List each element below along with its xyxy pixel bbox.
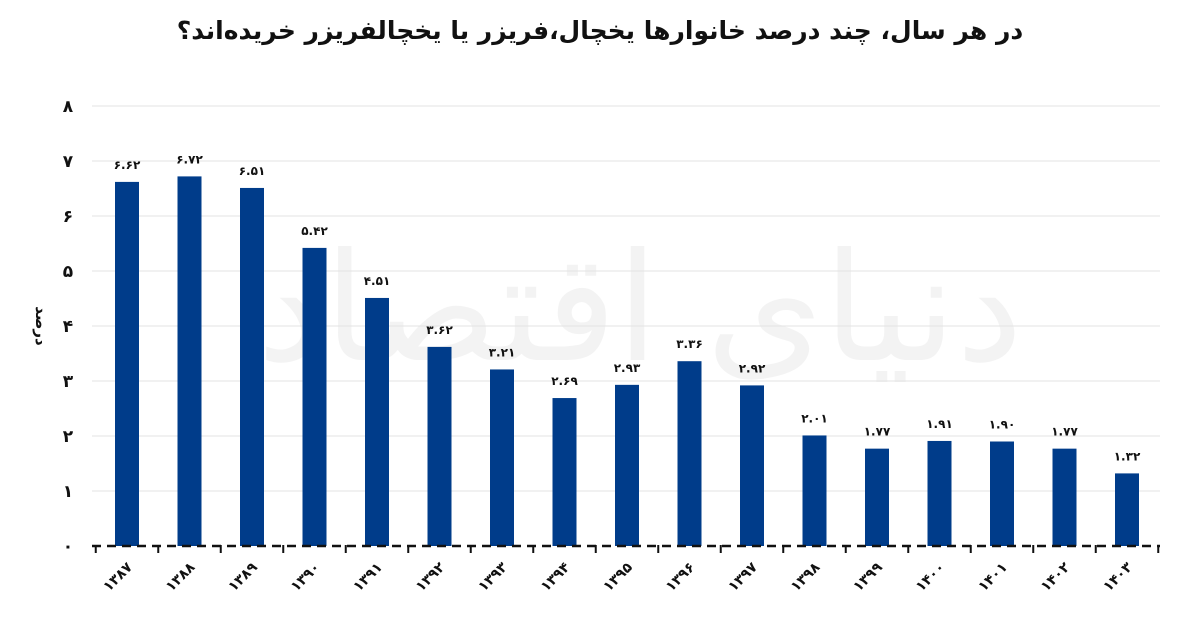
y-tick-label: ۱: [63, 482, 73, 502]
y-tick-label: ۴: [63, 317, 73, 337]
data-label: ۱.۷۷: [1051, 425, 1078, 439]
data-label: ۲.۹۲: [739, 361, 766, 375]
x-tick-label: ۱۳۹۹: [850, 559, 886, 595]
data-label: ۱.۳۲: [1114, 449, 1141, 463]
bar: [677, 361, 702, 546]
x-tick-label: ۱۴۰۳: [1100, 559, 1136, 595]
y-tick-label: ۶: [63, 207, 73, 227]
data-label: ۶.۵۱: [239, 164, 266, 178]
data-label: ۱.۹۱: [926, 417, 953, 431]
bar: [990, 441, 1014, 546]
bar: [427, 346, 452, 546]
bar: [490, 369, 514, 546]
x-tick-label: ۱۳۸۸: [163, 559, 199, 595]
data-label: ۳.۶۲: [426, 323, 453, 337]
bars: [115, 176, 1139, 546]
x-tick-label: ۱۳۹۴: [538, 559, 574, 595]
x-tick-label: ۱۳۹۱: [350, 560, 385, 595]
y-axis-ticks: ۰ ۱ ۲ ۳ ۴ ۵ ۶ ۷ ۸: [63, 97, 74, 557]
y-tick-label: ۲: [63, 427, 74, 447]
bar: [240, 187, 264, 546]
data-label: ۵.۴۲: [301, 224, 328, 238]
data-labels: ۶.۶۲ ۶.۷۲ ۶.۵۱ ۵.۴۲ ۴.۵۱ ۳.۶۲ ۳.۲۱ ۲.۶۹ ۲.۹۳ ۳.۳۶…: [114, 152, 1141, 463]
bar: [177, 176, 202, 546]
data-label: ۱.۹۰: [989, 418, 1016, 432]
x-tick-label: ۱۴۰۱: [975, 560, 1010, 595]
y-tick-label: ۳: [63, 372, 74, 392]
y-tick-label: ۷: [63, 152, 74, 172]
x-tick-label: ۱۴۰۰: [913, 560, 948, 595]
bar: [115, 181, 139, 546]
bar: [1052, 448, 1077, 546]
x-tick-label: ۱۳۹۰: [288, 560, 323, 595]
bar: [615, 384, 639, 546]
data-label: ۲.۶۹: [551, 374, 578, 388]
x-tick-label: ۱۳۹۳: [475, 559, 511, 595]
x-axis: [92, 544, 1160, 553]
data-label: ۲.۹۳: [614, 361, 641, 375]
bar: [1115, 473, 1139, 546]
data-label: ۶.۷۲: [176, 152, 203, 166]
chart-title: در هر سال، چند درصد خانوارها یخچال،فریزر…: [176, 16, 1024, 45]
y-axis-label: درصد: [32, 306, 50, 346]
data-label: ۳.۳۶: [676, 337, 703, 351]
gridlines: [92, 105, 1160, 492]
x-tick-label: ۱۳۹۲: [413, 559, 449, 595]
x-tick-label: ۱۳۸۷: [100, 559, 136, 595]
x-tick-label: ۱۳۹۷: [725, 559, 761, 595]
bar: [927, 440, 952, 546]
data-label: ۲.۰۱: [801, 411, 828, 425]
x-tick-label: ۱۳۸۹: [225, 559, 261, 595]
bar: [865, 448, 889, 546]
x-tick-label: ۱۳۹۶: [663, 560, 698, 595]
y-tick-label: ۵: [63, 262, 73, 282]
bar: [740, 385, 764, 546]
bar: [802, 435, 827, 546]
bar: [552, 398, 577, 546]
y-tick-label: ۰: [63, 537, 73, 557]
data-label: ۴.۵۱: [364, 274, 391, 288]
x-tick-label: ۱۳۹۵: [600, 559, 636, 595]
x-tick-label: ۱۴۰۲: [1038, 559, 1074, 595]
data-label: ۶.۶۲: [114, 158, 141, 172]
bar: [302, 247, 327, 546]
bar: [365, 297, 389, 546]
data-label: ۳.۲۱: [489, 345, 516, 359]
y-tick-label: ۸: [63, 97, 74, 117]
data-label: ۱.۷۷: [864, 425, 891, 439]
x-axis-ticks: ۱۳۸۷ ۱۳۸۸ ۱۳۸۹ ۱۳۹۰ ۱۳۹۱ ۱۳۹۲ ۱۳۹۳ ۱۳۹۴ ۱۳۹۵ ۱۳۹۶…: [100, 559, 1136, 595]
x-tick-label: ۱۳۹۸: [788, 559, 824, 595]
